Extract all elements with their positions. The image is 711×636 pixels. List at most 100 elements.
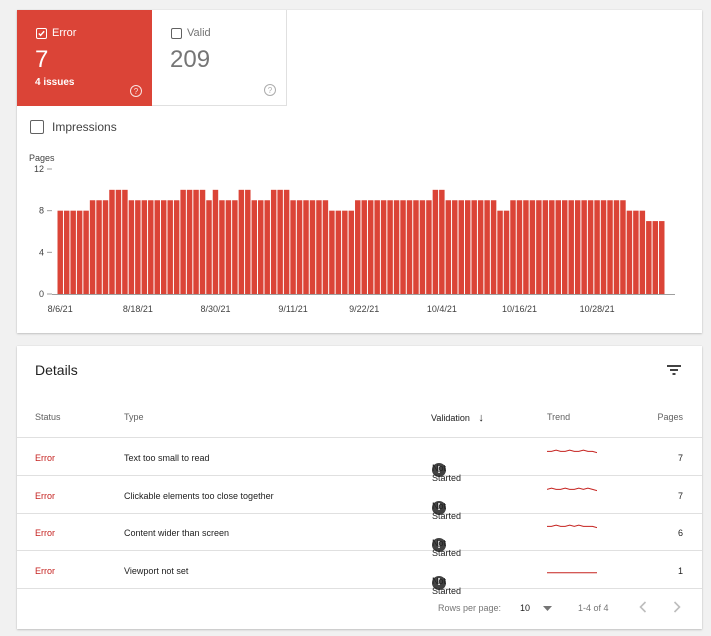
chart-bar: [659, 221, 665, 294]
sort-arrow-icon: ↓: [478, 412, 484, 424]
table-row[interactable]: Error Clickable elements too close togeth…: [17, 477, 702, 521]
chart-bar: [464, 200, 471, 294]
chart-bar: [128, 200, 135, 294]
chart-bar: [238, 189, 245, 294]
x-tick-label: 8/18/21: [123, 304, 153, 314]
row-status: Error: [35, 490, 55, 501]
row-pages: 6: [677, 528, 683, 538]
chart-bar: [445, 200, 452, 294]
rows-per-page-label: Rows per page:: [438, 603, 502, 613]
pages-bar-chart: Pages 0 4 8 12 8/6/21 8/18/21 8/30/21 9/11/21 9/2…: [29, 153, 675, 314]
chart-bar: [503, 210, 510, 294]
chart-bar: [63, 210, 70, 294]
chart-bar: [613, 200, 620, 294]
exclamation-icon: !: [432, 500, 446, 515]
chart-bar: [523, 200, 529, 294]
chart-bar: [329, 210, 335, 294]
chart-bar: [251, 200, 258, 294]
summary-card: Error 7 4 issues ? Valid 209 ? Impressio…: [17, 10, 702, 333]
chart-bar: [607, 200, 613, 294]
x-tick-label: 9/11/21: [278, 304, 307, 314]
y-tick-label: 8: [39, 206, 44, 216]
chart-bar: [316, 200, 322, 294]
valid-tile-label: Valid: [187, 27, 211, 39]
chart-bar: [122, 189, 128, 294]
error-tile[interactable]: Error 7 4 issues ?: [17, 10, 152, 106]
row-type: Clickable elements too close together: [124, 490, 274, 501]
chart-bar: [594, 200, 600, 294]
header-validation[interactable]: Validation ↓: [431, 412, 484, 424]
row-validation-label: Not Started: [432, 500, 462, 521]
checkbox-unchecked-icon[interactable]: [171, 27, 182, 39]
chart-bar: [452, 200, 458, 294]
error-tile-header: Error: [36, 27, 76, 39]
chart-bar: [342, 210, 348, 294]
chart-bar: [555, 200, 562, 294]
dropdown-arrow-icon: [542, 605, 552, 611]
x-tick-label: 8/6/21: [48, 304, 73, 314]
x-tick-label: 10/28/21: [580, 304, 615, 314]
chart-bar: [639, 210, 646, 294]
header-type[interactable]: Type: [124, 412, 144, 422]
chart-bar: [587, 200, 594, 294]
help-icon[interactable]: ?: [130, 85, 142, 97]
chart-bar: [57, 210, 63, 294]
y-tick-label: 0: [39, 289, 44, 299]
trend-sparkline: [547, 571, 597, 573]
chart-bar: [264, 200, 270, 294]
chart-bar: [296, 200, 303, 294]
header-status[interactable]: Status: [35, 412, 61, 422]
row-validation-label: Not Started: [432, 538, 462, 558]
trend-line: [547, 487, 597, 491]
chart-bar: [562, 200, 568, 294]
trend-line: [547, 524, 597, 529]
chart-bar: [484, 200, 490, 294]
chart-bar: [426, 200, 432, 294]
chart-bar: [536, 200, 542, 294]
chart-bar: [633, 210, 639, 294]
chart-bar: [258, 200, 264, 294]
valid-tile[interactable]: Valid 209 ?: [152, 10, 287, 106]
chart-bar: [419, 200, 426, 294]
pagination-range: 1-4 of 4: [578, 603, 609, 613]
chart-bar: [160, 200, 167, 294]
chart-bar: [309, 200, 316, 294]
table-row[interactable]: Error Viewport not set! Not Started 1: [17, 552, 702, 596]
rows-per-page-select[interactable]: 10: [520, 603, 552, 613]
row-validation-label: Not Started: [432, 575, 462, 596]
table-row[interactable]: Error Content wider than screen! Not Start…: [17, 514, 702, 558]
header-pages[interactable]: Pages: [657, 412, 683, 422]
header-validation-label: Validation: [431, 413, 470, 423]
filter-icon[interactable]: [666, 363, 682, 377]
chart-bar: [374, 200, 380, 294]
chart-bar: [380, 200, 387, 294]
x-tick-label: 8/30/21: [200, 304, 230, 314]
chart-bar: [652, 221, 659, 294]
chart-bar: [406, 200, 413, 294]
chart-bar: [180, 189, 186, 294]
chart-bar: [303, 200, 309, 294]
chart-bar: [70, 210, 76, 294]
chart-bar: [413, 200, 419, 294]
checkbox-checked-icon[interactable]: [36, 27, 47, 39]
checkbox-unchecked-icon[interactable]: [30, 120, 44, 134]
chart-bar: [245, 189, 251, 294]
header-trend[interactable]: Trend: [547, 412, 571, 422]
impressions-toggle[interactable]: Impressions: [30, 120, 117, 134]
x-tick-label: 9/22/21: [349, 304, 379, 314]
chart-bar: [270, 189, 277, 294]
chart-bar: [290, 200, 296, 294]
chart-bar: [646, 221, 652, 294]
chart-bar: [477, 200, 484, 294]
chart-bar: [89, 200, 96, 294]
chart-bar: [497, 210, 503, 294]
help-icon[interactable]: ?: [264, 84, 276, 96]
table-row[interactable]: Error Text too small to read! Not Started 7: [17, 439, 702, 483]
chart-bar: [141, 200, 148, 294]
chevron-left-icon[interactable]: [639, 601, 647, 613]
chart-bar: [568, 200, 574, 294]
chart-bar: [626, 210, 633, 294]
chart-bar: [620, 200, 626, 294]
chevron-right-icon[interactable]: [673, 601, 681, 613]
chart-bar: [510, 200, 516, 294]
